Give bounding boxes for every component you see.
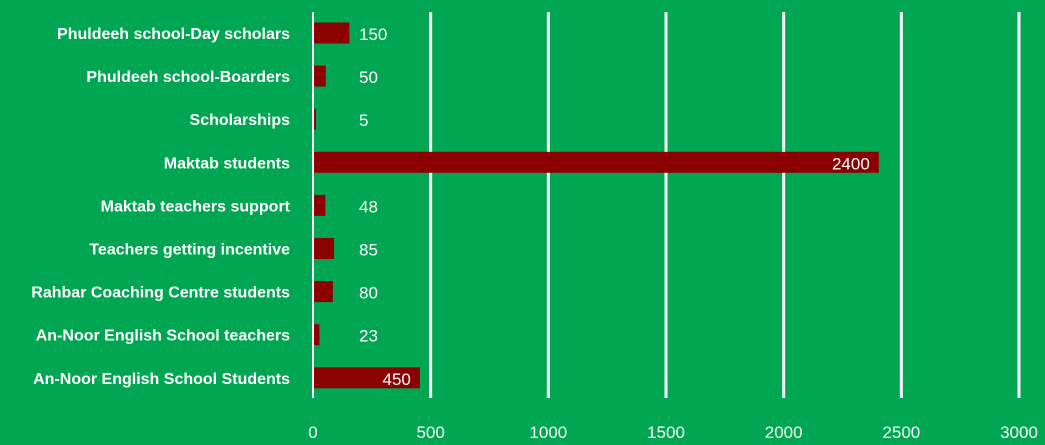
category-label: Teachers getting incentive	[89, 242, 290, 259]
bar-9	[314, 367, 420, 389]
bar-6	[314, 238, 335, 259]
category-label: Rahbar Coaching Centre students	[31, 285, 290, 302]
bar-1	[314, 22, 350, 44]
bars	[314, 22, 879, 389]
category-label: Maktab teachers support	[101, 198, 291, 215]
bar-4	[314, 151, 879, 173]
category-label: Maktab students	[164, 155, 290, 172]
bar-7	[314, 281, 333, 303]
category-label: An-Noor English School Students	[33, 371, 290, 388]
category-labels: Phuldeeh school-Day scholars Phuldeeh sch…	[31, 26, 290, 388]
x-tick-label: 1500	[647, 423, 685, 442]
data-label: 5	[359, 111, 368, 130]
bar-8	[314, 324, 320, 346]
data-label: 85	[359, 241, 378, 260]
x-tick-label: 500	[416, 423, 444, 442]
category-label: An-Noor English School teachers	[36, 328, 290, 345]
x-tick-label: 2500	[882, 423, 920, 442]
bar-5	[314, 194, 326, 216]
data-label: 23	[359, 327, 378, 346]
data-label: 450	[383, 370, 411, 389]
data-label: 80	[359, 284, 378, 303]
gridlines	[429, 12, 1021, 398]
category-label: Phuldeeh school-Boarders	[86, 69, 290, 86]
category-label: Scholarships	[190, 112, 291, 129]
data-label: 50	[359, 68, 378, 87]
x-axis-ticks: 0 500 1000 1500 2000 2500 3000	[308, 423, 1038, 442]
x-tick-label: 0	[308, 423, 317, 442]
data-label: 2400	[832, 154, 870, 173]
bar-2	[314, 65, 326, 87]
x-tick-label: 1000	[529, 423, 567, 442]
data-label: 150	[359, 25, 387, 44]
x-tick-label: 3000	[1000, 423, 1038, 442]
data-label: 48	[359, 197, 378, 216]
bar-3	[314, 108, 316, 130]
category-label: Phuldeeh school-Day scholars	[57, 26, 290, 43]
x-tick-label: 2000	[765, 423, 803, 442]
data-labels: 150 50 5 2400 48 85 80 23 450	[359, 25, 870, 389]
